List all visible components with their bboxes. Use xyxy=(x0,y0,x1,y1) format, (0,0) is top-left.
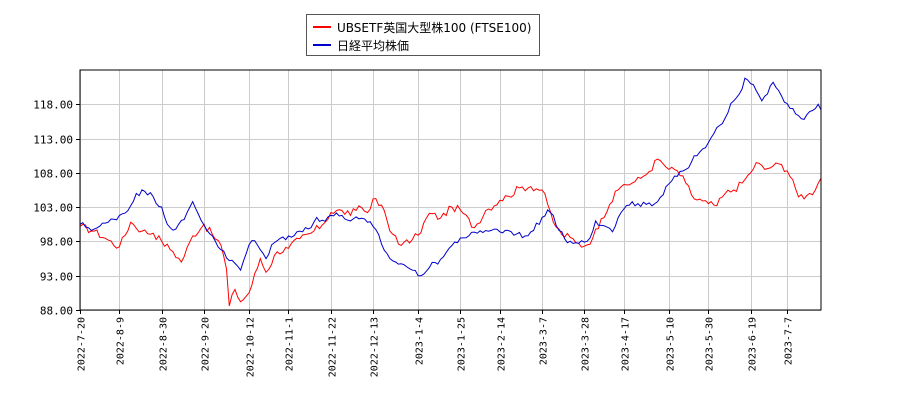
y-tick-label: 98.00 xyxy=(40,236,73,249)
x-tick-label: 2023-1-4 xyxy=(415,317,426,365)
legend-item-nikkei: 日経平均株価 xyxy=(313,37,409,53)
series-layer xyxy=(79,77,822,307)
x-tick-label: 2022-11-22 xyxy=(328,317,339,377)
x-tick-label: 2023-7-7 xyxy=(784,317,795,365)
grid-layer xyxy=(80,70,821,311)
x-tick-label: 2022-12-13 xyxy=(370,317,381,377)
x-tick-label: 2022-10-12 xyxy=(246,317,257,377)
legend-swatch-nikkei xyxy=(313,44,331,46)
x-tick-label: 2022-9-20 xyxy=(201,317,212,371)
y-tick-label: 118.00 xyxy=(33,99,73,112)
x-tick-label: 2022-8-9 xyxy=(116,317,127,365)
y-tick-label: 93.00 xyxy=(40,271,73,284)
x-tick-label: 2023-5-10 xyxy=(666,317,677,371)
legend: UBSETF英国大型株100 (FTSE100) 日経平均株価 xyxy=(306,14,540,56)
x-tick-label: 2023-3-7 xyxy=(539,317,550,365)
legend-label-nikkei: 日経平均株価 xyxy=(337,38,410,53)
x-axis: 2022-7-20 2022-8-9 2022-8-30 2022-9-20 2022-… xyxy=(77,310,795,377)
x-tick-label: 2023-3-28 xyxy=(581,317,592,371)
legend-item-ftse: UBSETF英国大型株100 (FTSE100) xyxy=(313,19,531,35)
y-tick-label: 108.00 xyxy=(33,168,73,181)
y-tick-label: 113.00 xyxy=(33,134,73,147)
x-tick-label: 2022-7-20 xyxy=(77,317,88,371)
x-tick-label: 2023-4-17 xyxy=(621,317,632,371)
x-tick-label: 2023-5-30 xyxy=(705,317,716,371)
x-tick-label: 2023-1-25 xyxy=(457,317,468,371)
legend-label-ftse: UBSETF英国大型株100 (FTSE100) xyxy=(337,20,532,35)
x-tick-label: 2023-2-14 xyxy=(497,317,508,371)
series-line-nikkei xyxy=(79,77,822,277)
x-tick-label: 2022-11-1 xyxy=(285,317,296,371)
y-axis: 88.00 93.00 98.00 103.00 108.00 113.00 118.00 xyxy=(33,99,80,318)
series-line-ftse xyxy=(79,158,822,307)
y-tick-label: 88.00 xyxy=(40,305,73,318)
y-tick-label: 103.00 xyxy=(33,202,73,215)
plot-frame xyxy=(79,69,822,311)
x-tick-label: 2023-6-19 xyxy=(748,317,759,371)
legend-swatch-ftse xyxy=(313,26,331,28)
x-tick-label: 2022-8-30 xyxy=(159,317,170,371)
